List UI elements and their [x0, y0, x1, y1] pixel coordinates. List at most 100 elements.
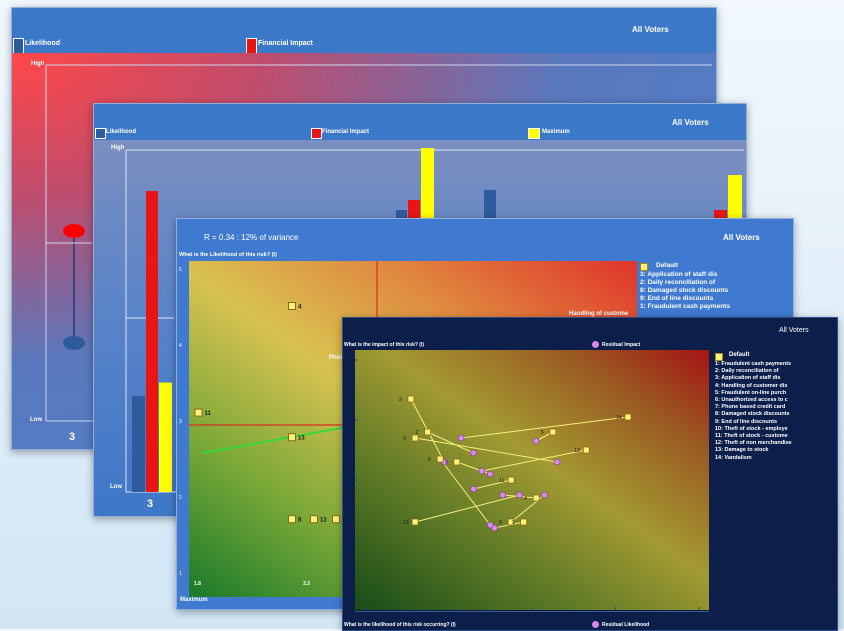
- panel3-audience: All Voters: [723, 233, 760, 242]
- panel4-risk-item[interactable]: 12: Theft of non merchandise: [715, 440, 792, 447]
- panel4-connector: [414, 494, 520, 523]
- panel4-risk-item[interactable]: 13: Damage to stock: [715, 447, 769, 454]
- panel3-point-label: 13: [298, 436, 305, 442]
- panel4-residual-point: [486, 470, 494, 478]
- panel4-residual-point: [516, 491, 523, 499]
- panel3-correlation: R = 0.34 : 12% of variance: [204, 233, 299, 242]
- panel3-point: [310, 515, 318, 524]
- panel3-y-tick: 1: [179, 571, 182, 577]
- panel4-point-label: 2: [416, 430, 419, 436]
- panel4-x-axis: [355, 611, 709, 612]
- panel4-point-label: 4: [524, 496, 527, 502]
- panel4-point-label: 14: [616, 415, 622, 421]
- panel2-legend-maximum-swatch: [528, 128, 540, 139]
- panel4-default-point: [453, 458, 461, 466]
- panel4-default-point: [624, 413, 632, 421]
- panel3-risk-item[interactable]: 3: Application of staff dis: [640, 271, 718, 278]
- panel3-y-tick-labels: 5 4 3 2 1: [179, 261, 189, 601]
- panel4-audience: All Voters: [779, 327, 809, 334]
- panel3-default-swatch: [640, 263, 648, 271]
- panel4-point-label: 7: [445, 460, 448, 466]
- panel4-connector: [481, 449, 587, 472]
- panel4-risk-item[interactable]: 7: Phone based credit card: [715, 404, 786, 411]
- panel4-risk-item[interactable]: 4: Handling of customer dis: [715, 382, 788, 389]
- panel2-legend-maximum: Maximum: [542, 129, 570, 135]
- panel4-connector: [460, 416, 629, 439]
- panel4-connector: [473, 479, 512, 490]
- panel3-point-label: 11: [205, 411, 212, 417]
- panel4-point-label: 9: [403, 436, 406, 442]
- panel4-risk-item[interactable]: 1: Fraudulent cash payments: [715, 361, 792, 367]
- panel1-legend-impact-swatch: [246, 38, 257, 54]
- panel3-y-tick: 2: [179, 495, 182, 501]
- panel4-residual-point: [532, 437, 540, 445]
- panel4-default-point: [424, 428, 432, 436]
- panel4-point-label: 8: [499, 520, 502, 526]
- panel4-default-point: [507, 476, 515, 484]
- panel4-default-point: [520, 518, 528, 526]
- panel4-risk-item[interactable]: 14: Vandalism: [715, 454, 752, 461]
- panel1-likelihood-marker: [63, 336, 85, 350]
- panel3-risk-item[interactable]: 1: Fraudulent cash payments: [640, 303, 730, 310]
- panel3-label-phone: Phon: [329, 355, 344, 361]
- panel4-connector: [439, 458, 491, 526]
- panel4-default-point: [411, 518, 419, 526]
- panel2-header: [94, 104, 746, 140]
- panel4-default-point: [436, 455, 444, 463]
- panel4-default-swatch: [715, 353, 723, 361]
- panel2-legend-likelihood: Likelihood: [106, 129, 136, 135]
- panel4-point-label: 3: [399, 397, 402, 403]
- panel4-point-label: 5: [541, 430, 544, 436]
- panel4-series-bottom: Residual Likelihood: [602, 622, 650, 628]
- panel4-series-top: Residual Impact: [602, 342, 641, 348]
- panel4-residual-point: [470, 449, 477, 457]
- panel3-y-tick: 5: [179, 267, 182, 273]
- panel3-point: [194, 408, 203, 417]
- panel4-default-label: Default: [729, 352, 750, 358]
- panel3-point-label: 12: [320, 518, 327, 524]
- panel4-connector: [427, 431, 474, 454]
- panel4-risk-list: Default 1: Fraudulent cash payments 2: D…: [713, 352, 837, 492]
- panel4-risk-item[interactable]: 9: End of line discounts: [715, 418, 778, 425]
- panel4-residual-point: [457, 434, 465, 442]
- panel3-y-tick: 3: [179, 419, 182, 425]
- panel3-point: [288, 515, 296, 524]
- panel1-impact-marker: [63, 224, 85, 238]
- panel4-residual-point: [499, 491, 507, 499]
- panel4-residual-point: [486, 521, 494, 529]
- panel3-regression-line: [202, 422, 370, 454]
- panel2-legend-impact: Financial Impact: [322, 129, 370, 135]
- panel4-residual-point: [541, 491, 548, 499]
- panel2-bar-likelihood: [132, 396, 145, 492]
- panel3-header: [177, 219, 793, 251]
- panel4-default-point: [507, 518, 515, 526]
- panel3-y-tick: 4: [179, 343, 182, 349]
- panel4-risk-item[interactable]: 5: Fraudulent on-line purch: [715, 389, 787, 396]
- panel4-risk-item[interactable]: 3: Application of staff dis: [715, 375, 781, 382]
- panel3-risk-item[interactable]: 2: Daily reconciliation of: [640, 279, 716, 286]
- panel3-risk-item[interactable]: 9: End of line discounts: [640, 295, 714, 302]
- panel4-connector: [415, 437, 558, 463]
- panel3-risk-item[interactable]: 8: Damaged stock discounts: [640, 287, 729, 294]
- panel4-default-point: [407, 395, 415, 403]
- panel4-risk-item[interactable]: 8: Damaged stock discounts: [715, 411, 790, 418]
- panel4-residual-point: [553, 458, 561, 466]
- panel2-axis-high: High: [111, 145, 125, 151]
- panel3-point: [288, 433, 296, 442]
- panel4-risk-item[interactable]: 2: Daily reconciliation of: [715, 368, 779, 375]
- panel1-header: [12, 8, 716, 52]
- panel4-risk-item[interactable]: 10: Theft of stock - employe: [715, 425, 788, 432]
- panel4-point-label: 13: [574, 448, 580, 454]
- panel4-default-point: [582, 446, 590, 454]
- panel1-category-label: 3: [69, 431, 76, 443]
- panel4-y-title: What is the impact of this risk? (I): [344, 342, 425, 348]
- panel4-plot: [355, 350, 709, 610]
- panel4-risk-item[interactable]: 11: Theft of stock - custome: [715, 433, 788, 440]
- panel1-legend-impact: Financial Impact: [258, 40, 313, 47]
- panel3-label-handling: Handling of custome: [569, 311, 629, 317]
- panel4-point-label: 6: [428, 457, 431, 463]
- panel4-risk-item[interactable]: 6: Unauthorized access to c: [715, 397, 788, 404]
- panel4-x-title: What is the likelihood of this risk occu…: [344, 622, 456, 628]
- panel3-point-label: 8: [298, 518, 302, 524]
